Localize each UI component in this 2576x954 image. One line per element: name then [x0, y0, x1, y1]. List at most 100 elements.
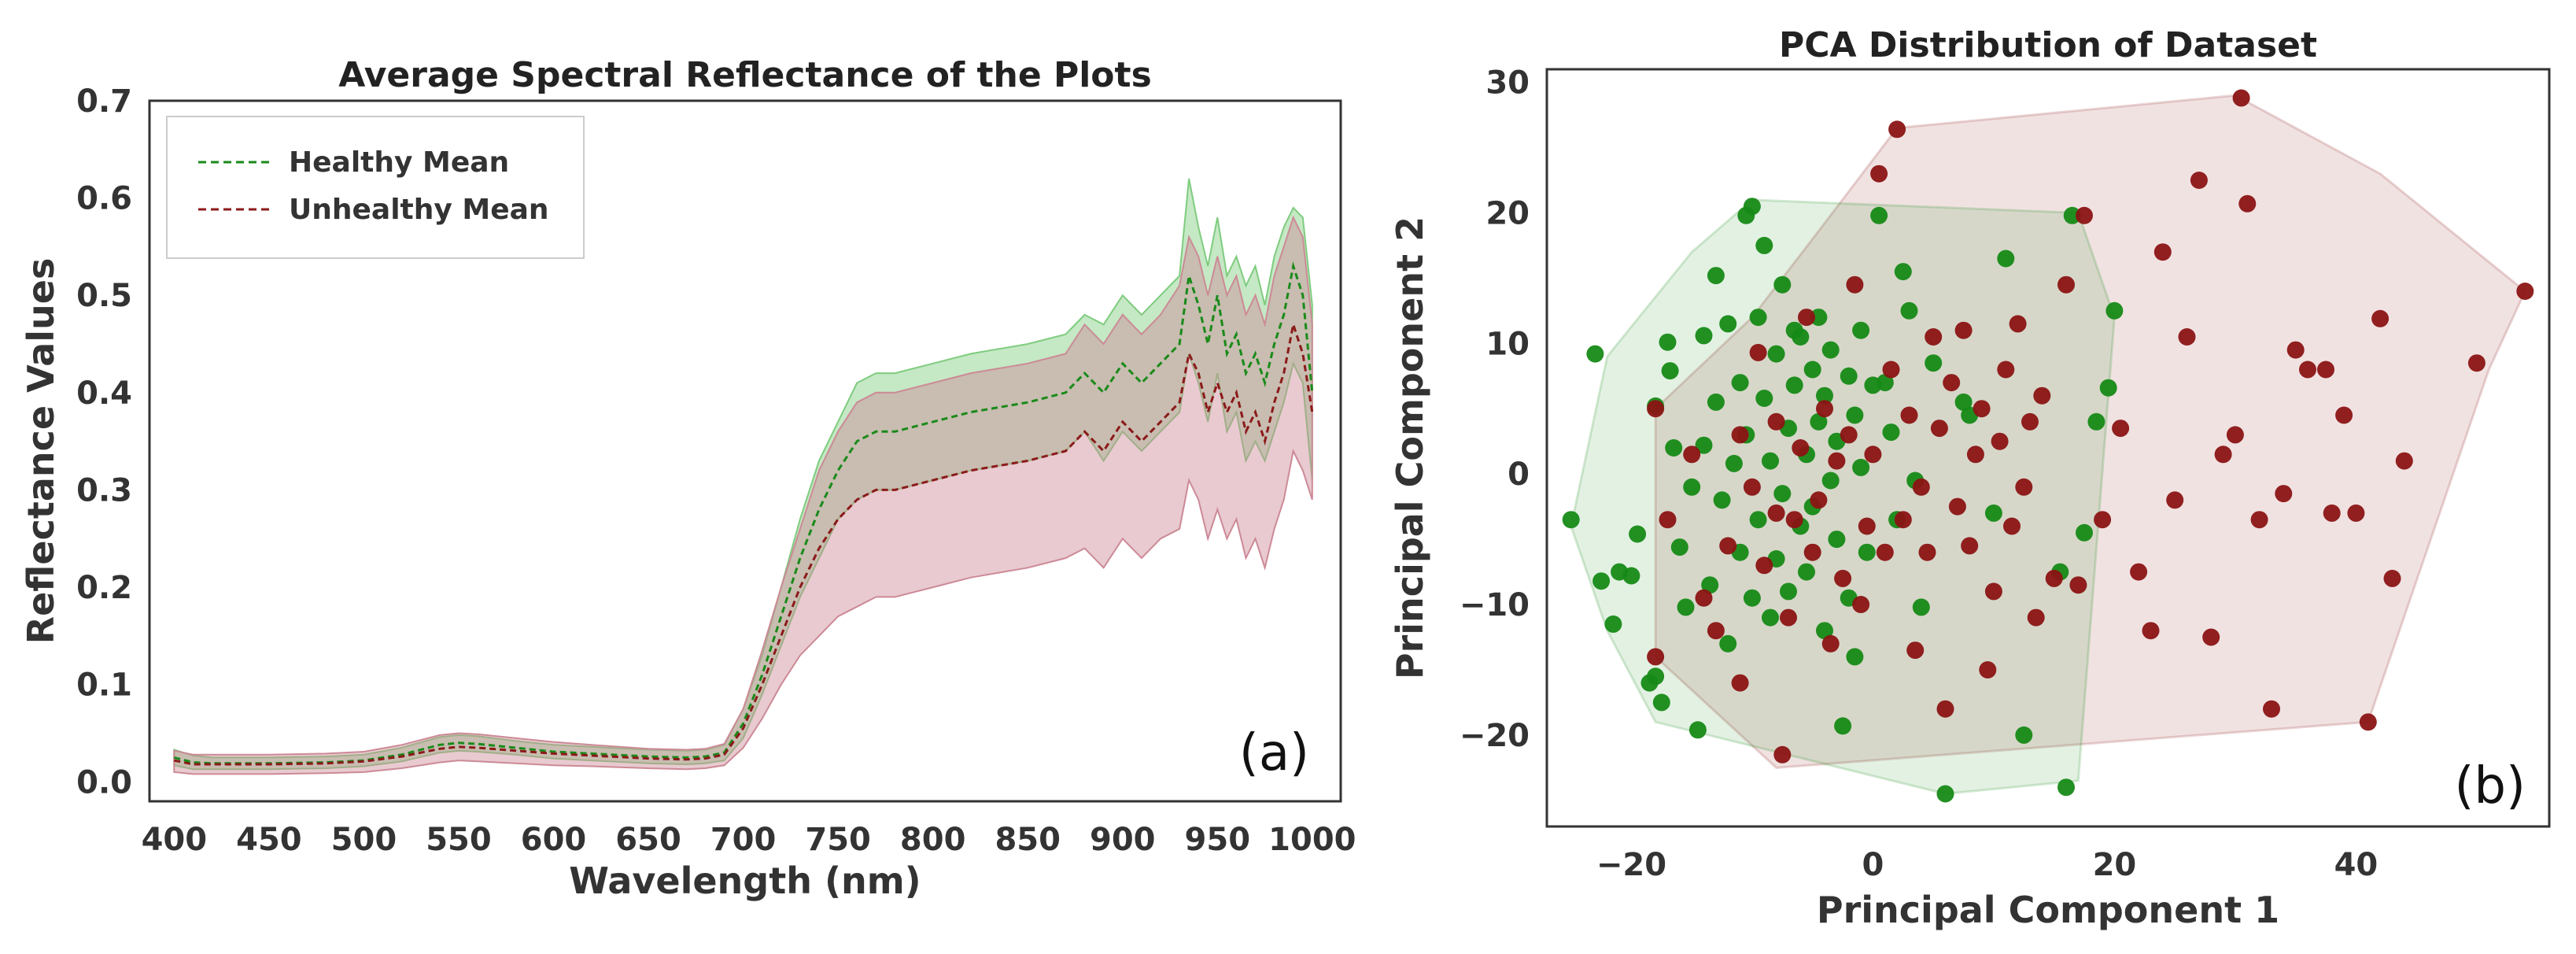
healthy-point: [1858, 543, 1876, 561]
unhealthy-point: [2009, 315, 2027, 333]
unhealthy-point: [1719, 537, 1737, 555]
unhealthy-point: [1767, 504, 1785, 522]
healthy-point: [1677, 598, 1695, 616]
healthy-point: [1755, 236, 1773, 254]
healthy-point: [1954, 393, 1973, 411]
healthy-point: [2099, 379, 2117, 397]
unhealthy-point: [2371, 309, 2390, 327]
panel-label-a: (a): [1239, 724, 1309, 782]
unhealthy-point: [1870, 165, 1888, 183]
unhealthy-point: [1780, 608, 1797, 627]
x-tick-label: 0: [1862, 847, 1884, 883]
unhealthy-point: [1936, 700, 1954, 718]
unhealthy-point: [1659, 511, 1677, 529]
unhealthy-point: [1683, 446, 1701, 464]
healthy-point: [1652, 693, 1670, 712]
healthy-point: [1688, 721, 1707, 739]
unhealthy-point: [1882, 361, 1900, 379]
unhealthy-point: [1858, 517, 1876, 535]
unhealthy-point: [1755, 556, 1773, 575]
unhealthy-point: [2094, 511, 2112, 529]
healthy-point: [1749, 511, 1767, 529]
healthy-point: [1997, 250, 2015, 268]
healthy-point: [1803, 361, 1821, 379]
unhealthy-point: [1852, 596, 1870, 613]
healthy-point: [2015, 726, 2033, 744]
healthy-point: [1622, 567, 1640, 585]
unhealthy-point: [1930, 420, 1948, 438]
unhealthy-point: [1810, 491, 1828, 509]
unhealthy-point: [1828, 452, 1846, 470]
x-tick-label: 700: [710, 822, 777, 858]
x-tick-label: −20: [1596, 847, 1666, 883]
healthy-point: [2063, 206, 2081, 224]
unhealthy-point: [2045, 569, 2063, 587]
pca-y-axis-label: Principal Component 2: [1389, 216, 1431, 679]
unhealthy-point: [2021, 412, 2039, 431]
healthy-point: [1882, 423, 1900, 442]
unhealthy-point: [1816, 400, 1833, 418]
pca-x-axis-label: Principal Component 1: [1817, 889, 2279, 931]
y-tick-label: 0.2: [76, 570, 132, 606]
unhealthy-point: [1864, 446, 1882, 464]
healthy-point: [1659, 333, 1677, 351]
healthy-point: [2105, 301, 2124, 320]
unhealthy-point: [1695, 589, 1713, 607]
x-tick-label: 600: [521, 822, 587, 858]
healthy-point: [1604, 615, 1622, 633]
healthy-hull: [1570, 198, 2116, 796]
healthy-point: [2076, 523, 2093, 542]
unhealthy-point: [2202, 628, 2220, 646]
y-tick-label: −20: [1460, 718, 1530, 754]
healthy-point: [1773, 485, 1792, 503]
spectral-chart-title: Average Spectral Reflectance of the Plot…: [338, 55, 1152, 95]
y-tick-label: 0.7: [76, 83, 132, 120]
healthy-mean-line: [173, 261, 1314, 765]
healthy-point: [1731, 374, 1749, 392]
unhealthy-point: [1647, 648, 1665, 666]
unhealthy-point: [1979, 661, 1997, 679]
healthy-point: [1743, 589, 1761, 607]
unhealthy-point: [1918, 543, 1936, 561]
spectral-mean-lines: [173, 261, 1314, 766]
unhealthy-point: [1973, 400, 1991, 418]
legend-label-unhealthy: Unhealthy Mean: [289, 194, 549, 226]
healthy-point: [1925, 354, 1943, 372]
unhealthy-point: [1767, 412, 1785, 431]
unhealthy-point: [1731, 426, 1749, 444]
unhealthy-point: [1906, 642, 1925, 660]
pca-chart: −20 0 20 40 −20 −10 0 10 20 30 PCA Distribution o…: [1389, 25, 2551, 931]
unhealthy-point: [2153, 243, 2172, 261]
healthy-point: [1749, 309, 1767, 327]
y-tick-label: 20: [1485, 195, 1530, 231]
unhealthy-point: [2027, 608, 2045, 627]
unhealthy-point: [2069, 576, 2087, 594]
spectral-x-axis-label: Wavelength (nm): [569, 860, 921, 902]
unhealthy-point: [2238, 194, 2257, 213]
y-tick-label: −10: [1460, 587, 1530, 623]
y-tick-label: 0.6: [76, 181, 132, 217]
spectral-y-axis-label: Reflectance Values: [20, 258, 62, 645]
y-tick-label: 0.0: [76, 764, 132, 801]
unhealthy-point: [1647, 400, 1665, 418]
x-tick-label: 500: [331, 822, 397, 858]
healthy-point: [1840, 367, 1858, 385]
unhealthy-point: [1773, 745, 1792, 764]
unhealthy-hull: [1654, 94, 2527, 769]
healthy-point: [1629, 525, 1647, 543]
unhealthy-point: [1834, 569, 1852, 587]
unhealthy-point: [2142, 622, 2160, 640]
healthy-point: [1816, 386, 1833, 405]
healthy-point: [1852, 458, 1870, 476]
healthy-point: [1713, 491, 1731, 509]
healthy-point: [1647, 667, 1665, 686]
unhealthy-point: [2226, 426, 2244, 444]
pca-chart-title: PCA Distribution of Dataset: [1779, 25, 2317, 65]
unhealthy-point: [1900, 406, 1918, 424]
unhealthy-point: [2286, 341, 2305, 359]
healthy-point: [1762, 452, 1779, 470]
healthy-point: [1834, 717, 1852, 735]
healthy-point: [1665, 439, 1683, 457]
healthy-point: [1894, 263, 1912, 281]
